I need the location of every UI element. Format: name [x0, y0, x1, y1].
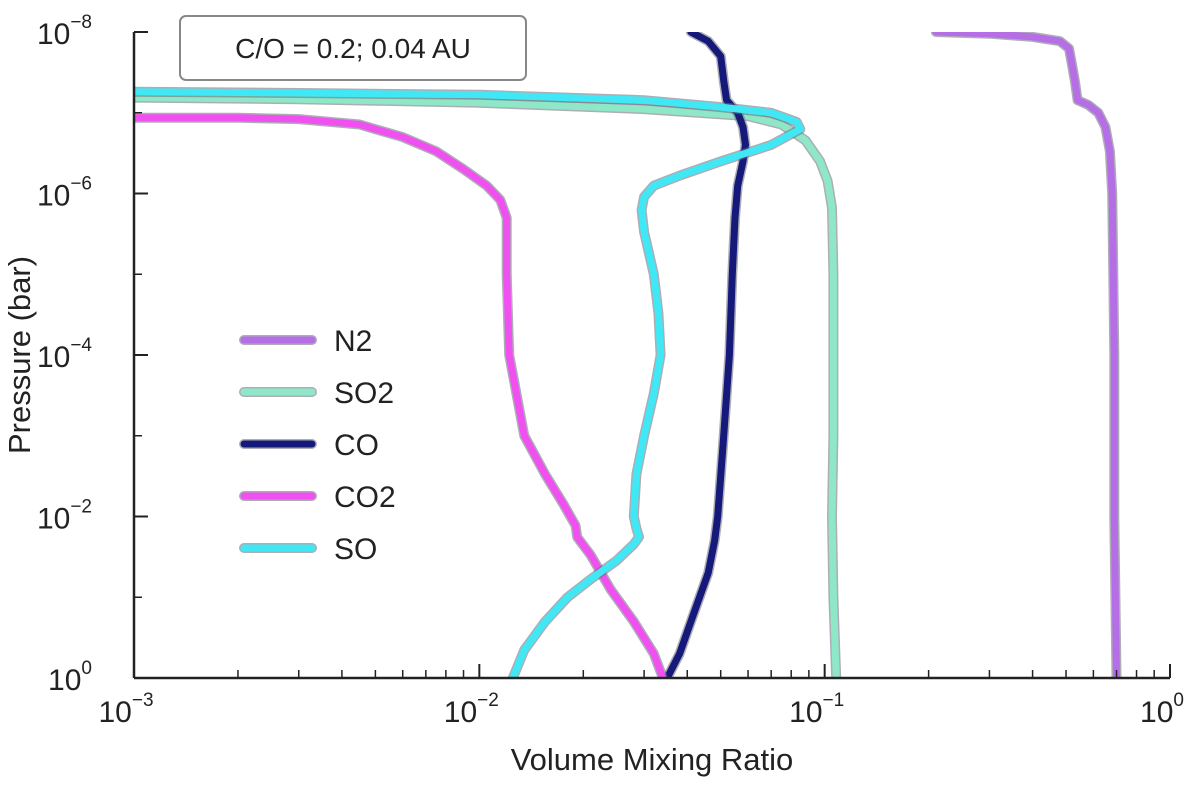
annotation-text: C/O = 0.2; 0.04 AU — [235, 33, 471, 64]
y-tick-base: 10 — [48, 664, 81, 697]
legend-label: SO2 — [334, 377, 394, 410]
series-line-n2 — [932, 32, 1120, 678]
y-tick-label: 100 — [48, 658, 92, 697]
y-axis-label: Pressure (bar) — [2, 256, 37, 454]
x-tick-exponent: 0 — [1173, 690, 1184, 711]
y-tick-label: 10−2 — [37, 497, 92, 536]
axes-layer — [132, 32, 1170, 680]
y-tick-base: 10 — [37, 341, 70, 374]
x-tick-exponent: −2 — [477, 690, 499, 711]
y-tick-label: 10−6 — [37, 174, 92, 213]
x-tick-label: 10−3 — [98, 690, 153, 729]
legend-label: CO2 — [334, 481, 396, 514]
y-tick-exponent: −6 — [70, 174, 92, 195]
y-tick-label: 10−8 — [37, 12, 92, 51]
x-tick-base: 10 — [1140, 696, 1173, 729]
annotation-frame — [179, 15, 527, 81]
legend: N2 SO2 CO CO2 SO — [239, 325, 396, 566]
series-outline-co2 — [134, 112, 668, 678]
x-tick-base: 10 — [444, 696, 477, 729]
y-tick-exponent: −8 — [70, 12, 92, 33]
legend-label: N2 — [334, 325, 372, 358]
series-co — [662, 32, 751, 678]
y-tick-base: 10 — [37, 180, 70, 213]
series-layer — [134, 32, 1122, 678]
series-line-so2 — [134, 94, 840, 678]
x-axis-label: Volume Mixing Ratio — [511, 742, 794, 777]
series-so2 — [134, 92, 842, 678]
series-outline-n2 — [930, 32, 1122, 678]
series-so — [134, 86, 806, 678]
y-tick-exponent: −4 — [70, 335, 92, 356]
x-tick-label: 100 — [1140, 690, 1184, 729]
series-line-co — [663, 32, 749, 678]
y-tick-label: 10−4 — [37, 335, 92, 374]
series-line-co2 — [134, 114, 667, 678]
x-tick-base: 10 — [98, 696, 131, 729]
legend-label: CO — [334, 429, 379, 462]
y-tick-base: 10 — [37, 503, 70, 536]
series-co2 — [134, 112, 668, 678]
series-n2 — [930, 32, 1122, 678]
x-tick-exponent: −1 — [823, 690, 845, 711]
x-tick-label: 10−1 — [789, 690, 844, 729]
x-tick-base: 10 — [789, 696, 822, 729]
legend-entry-co2: CO2 — [239, 481, 396, 514]
y-tick-exponent: −2 — [70, 497, 92, 518]
annotation-box: C/O = 0.2; 0.04 AU — [179, 15, 527, 81]
x-tick-exponent: −3 — [132, 690, 154, 711]
y-tick-exponent: 0 — [81, 658, 92, 679]
y-tick-base: 10 — [37, 18, 70, 51]
legend-entry-so: SO — [239, 533, 377, 566]
legend-entry-so2: SO2 — [239, 377, 394, 410]
legend-entry-n2: N2 — [239, 325, 372, 358]
x-tick-label: 10−2 — [444, 690, 499, 729]
series-line-so — [134, 88, 804, 678]
legend-entry-co: CO — [239, 429, 379, 462]
legend-label: SO — [334, 533, 377, 566]
